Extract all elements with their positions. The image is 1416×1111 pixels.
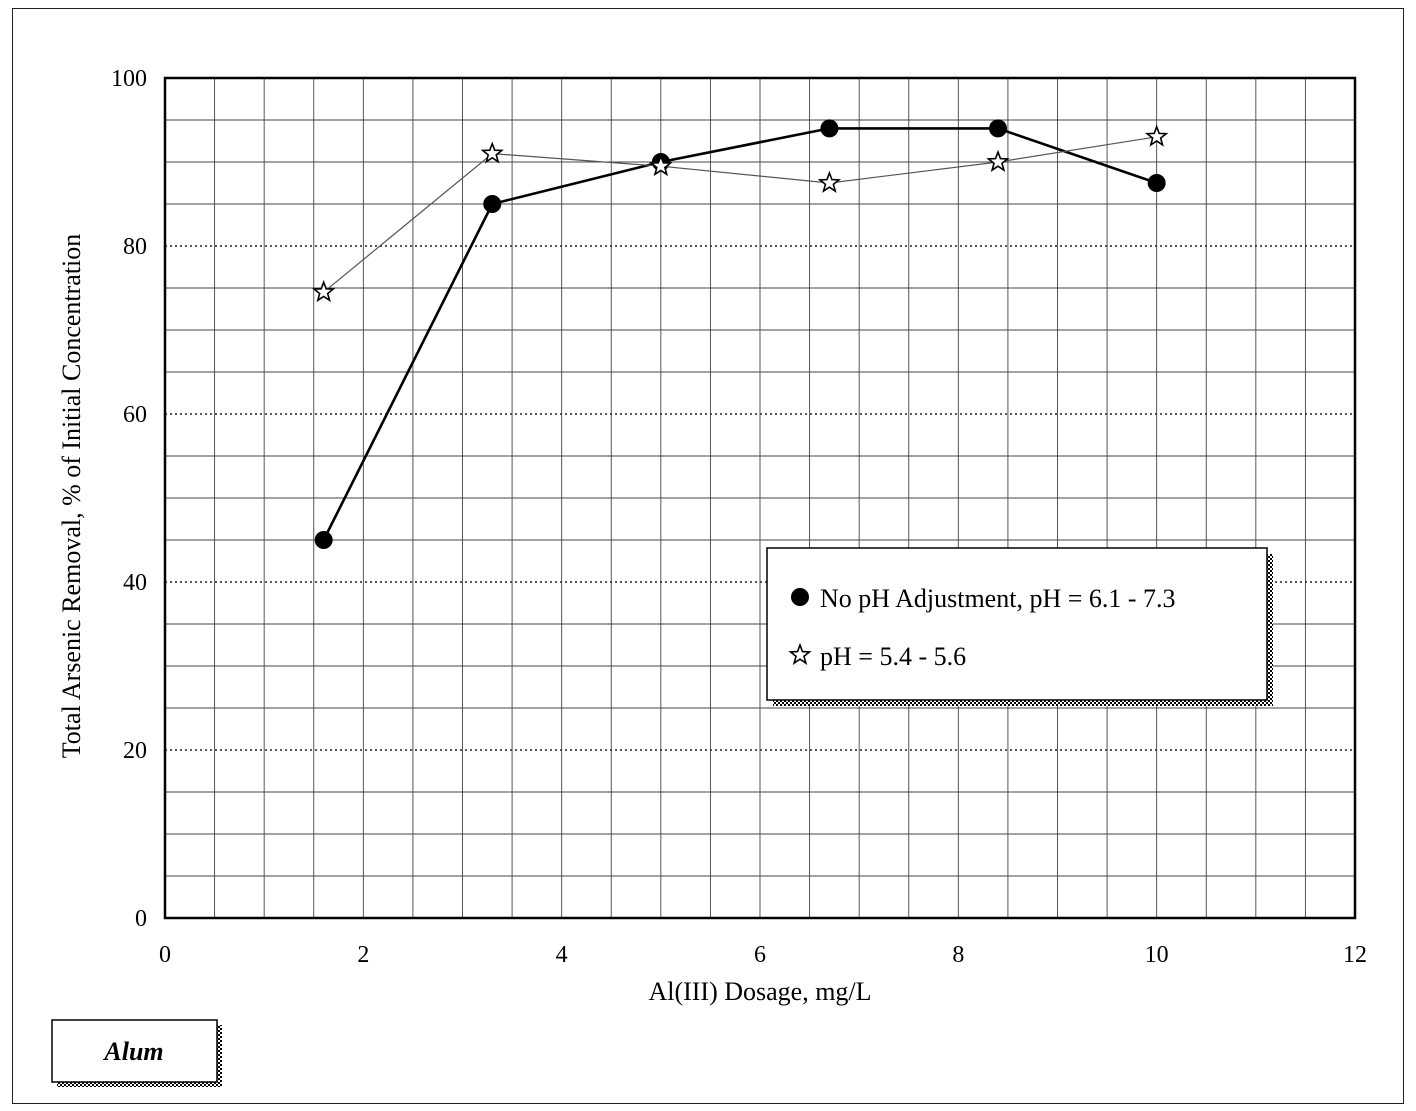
data-point-star [480, 141, 504, 164]
data-point-star [311, 279, 336, 303]
data-point-star [649, 153, 673, 177]
data-point-circle [483, 195, 502, 213]
legend-box [766, 547, 1268, 701]
x-tick-label: 12 [1343, 942, 1367, 968]
axis-ticks: 0 2 4 6 8 10 12 0 20 40 60 80 100 [111, 66, 1367, 968]
x-tick-label: 4 [556, 942, 568, 968]
data-point-circle [989, 119, 1007, 138]
data-point-circle [1147, 174, 1166, 192]
y-tick-label: 0 [135, 906, 147, 932]
chart-frame [12, 8, 1404, 1104]
legend-circle-icon [791, 588, 809, 606]
x-tick-label: 8 [952, 942, 964, 968]
label-box: Alum [51, 1019, 222, 1087]
data-point-circle [820, 119, 839, 138]
series-line [323, 136, 1157, 293]
legend-star-icon [788, 642, 812, 665]
data-point-star [1144, 124, 1169, 147]
data-point-circle [314, 531, 333, 549]
y-tick-label: 80 [123, 234, 147, 260]
x-tick-label: 0 [159, 942, 171, 968]
series-layer [311, 119, 1169, 549]
legend: No pH Adjustment, pH = 6.1 - 7.3 pH = 5.4… [766, 547, 1273, 706]
y-tick-label: 100 [111, 66, 147, 92]
series-1 [314, 119, 1166, 549]
label-box-frame [51, 1019, 218, 1083]
x-axis-title: Al(III) Dosage, mg/L [648, 977, 871, 1006]
legend-entry-label: No pH Adjustment, pH = 6.1 - 7.3 [820, 584, 1176, 613]
x-tick-label: 10 [1145, 942, 1169, 968]
x-tick-label: 2 [357, 942, 369, 968]
legend-entry-label: pH = 5.4 - 5.6 [820, 642, 966, 671]
data-point-star [986, 149, 1010, 172]
label-box-text: Alum [102, 1037, 163, 1066]
series-2 [311, 124, 1169, 303]
y-tick-label: 40 [123, 570, 147, 596]
plot-area [163, 76, 1357, 920]
y-tick-label: 60 [123, 402, 147, 428]
x-tick-label: 6 [754, 942, 766, 968]
series-line [322, 127, 1158, 541]
data-point-star [817, 170, 842, 193]
grid [165, 78, 1355, 918]
y-axis-title: Total Arsenic Removal, % of Initial Conc… [57, 234, 86, 759]
y-tick-label: 20 [123, 738, 147, 764]
